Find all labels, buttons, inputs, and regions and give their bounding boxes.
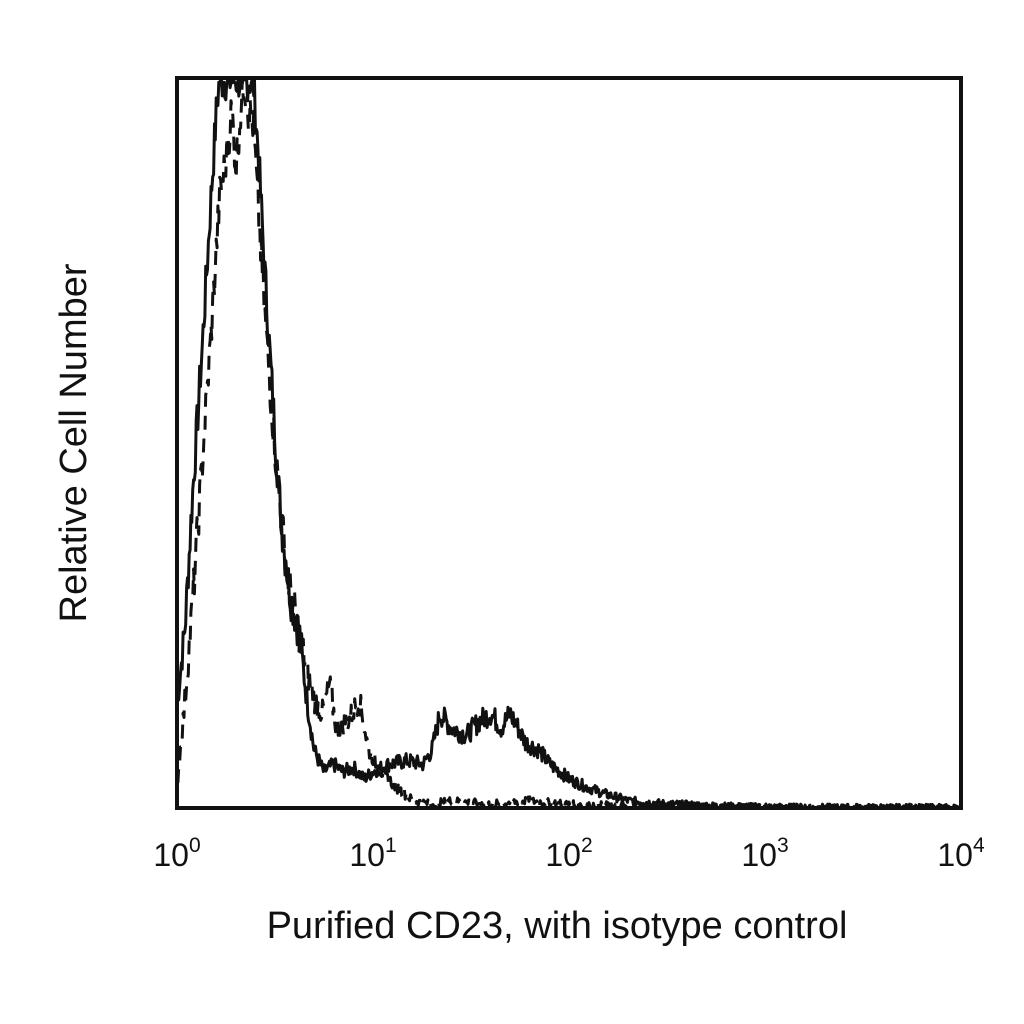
x-tick-label: 102 [545, 834, 592, 873]
series-line-dashed [176, 78, 963, 810]
x-tick-label: 103 [741, 834, 788, 873]
series-line-solid [175, 78, 962, 810]
y-axis-title: Relative Cell Number [53, 263, 95, 622]
x-axis-title: Purified CD23, with isotype control [267, 905, 848, 947]
x-tick-labels: 100 101 102 103 104 [153, 834, 985, 873]
series-layer [175, 78, 963, 810]
plot-frame [175, 76, 963, 810]
x-tick-label: 101 [349, 834, 396, 873]
x-tick-label: 104 [937, 834, 985, 873]
x-tick-label: 100 [153, 834, 200, 873]
